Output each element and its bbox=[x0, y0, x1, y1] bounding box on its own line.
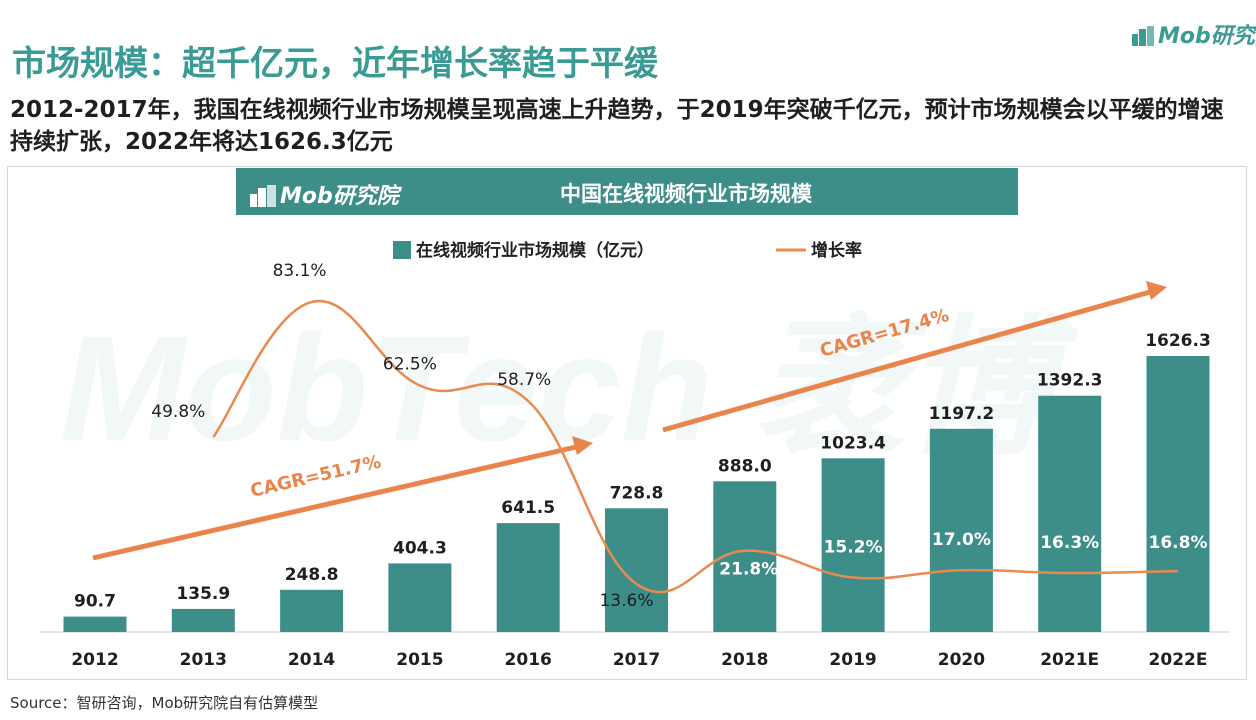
growth-rate-label: 17.0% bbox=[932, 530, 991, 550]
bar bbox=[929, 428, 993, 632]
x-tick-label: 2022E bbox=[1149, 650, 1208, 670]
bars-layer bbox=[63, 356, 1210, 632]
source-note: Source：智研咨询，Mob研究院自有估算模型 bbox=[10, 694, 319, 712]
bar-value-label: 888.0 bbox=[718, 456, 772, 476]
growth-rate-label: 13.6% bbox=[599, 591, 653, 611]
cagr-arrow-1 bbox=[92, 444, 577, 561]
growth-rate-label: 62.5% bbox=[383, 355, 437, 375]
bar bbox=[821, 458, 885, 632]
growth-rate-label: 58.7% bbox=[497, 370, 551, 390]
growth-rate-label: 83.1% bbox=[273, 261, 327, 281]
legend-bar-label: 在线视频行业市场规模（亿元） bbox=[416, 240, 654, 261]
bar-value-label: 1392.3 bbox=[1037, 371, 1103, 391]
growth-rate-label: 16.3% bbox=[1040, 533, 1099, 553]
brand-logo-text: Mob研究院 bbox=[1158, 24, 1256, 49]
x-tick-label: 2019 bbox=[829, 650, 876, 670]
bar bbox=[496, 523, 560, 632]
bar bbox=[63, 616, 127, 632]
banner-logo-text: Mob研究院 bbox=[280, 184, 399, 209]
bar-value-label: 1197.2 bbox=[929, 404, 995, 424]
growth-rate-line bbox=[212, 299, 1179, 594]
page-subtitle: 2012-2017年，我国在线视频行业市场规模呈现高速上升趋势，于2019年突破… bbox=[10, 97, 1224, 155]
cagr-arrow-2 bbox=[662, 289, 1151, 433]
bar bbox=[605, 508, 668, 632]
bar-value-label: 90.7 bbox=[74, 592, 116, 612]
cagr-arrow-1-head bbox=[572, 436, 593, 455]
bar bbox=[388, 563, 452, 632]
x-tick-label: 2012 bbox=[71, 650, 118, 670]
bar bbox=[1146, 356, 1210, 632]
legend-line-label: 增长率 bbox=[811, 240, 862, 261]
legend-bar-swatch bbox=[393, 241, 411, 259]
x-tick-label: 2017 bbox=[613, 650, 660, 670]
bar-value-label: 1626.3 bbox=[1145, 331, 1211, 351]
bar-value-label: 135.9 bbox=[176, 584, 230, 604]
brand-logo: Mob研究院 bbox=[1132, 18, 1256, 50]
chart-title: 中国在线视频行业市场规模 bbox=[560, 182, 812, 206]
chart-frame bbox=[7, 166, 1247, 680]
labels-layer: 90.7 2012 135.9 2013 248.8 2014 404.3 2015 641.5… bbox=[71, 261, 1210, 670]
watermark: MobTech 袤博 bbox=[60, 304, 1079, 472]
bar-value-label: 1023.4 bbox=[820, 433, 886, 453]
bar bbox=[280, 589, 344, 632]
growth-rate-label: 21.8% bbox=[719, 560, 778, 580]
bar-value-label: 641.5 bbox=[501, 498, 555, 518]
x-tick-label: 2015 bbox=[396, 650, 443, 670]
page-title: 市场规模：超千亿元，近年增长率趋于平缓 bbox=[12, 44, 658, 84]
growth-rate-label: 16.8% bbox=[1149, 533, 1208, 553]
cagr-arrow-2-head bbox=[1146, 281, 1167, 300]
growth-rate-label: 15.2% bbox=[824, 538, 883, 558]
building-logo-icon bbox=[250, 185, 276, 207]
x-tick-label: 2014 bbox=[288, 650, 335, 670]
x-tick-label: 2021E bbox=[1040, 650, 1099, 670]
bar-value-label: 404.3 bbox=[393, 538, 447, 558]
x-tick-label: 2020 bbox=[938, 650, 985, 670]
building-logo-icon bbox=[1132, 26, 1154, 46]
chart-legend: 在线视频行业市场规模（亿元） 增长率 bbox=[393, 240, 862, 261]
x-tick-label: 2016 bbox=[505, 650, 552, 670]
bar bbox=[171, 608, 235, 632]
bar-value-label: 248.8 bbox=[285, 565, 339, 585]
bar bbox=[1038, 395, 1102, 632]
bar-value-label: 728.8 bbox=[610, 483, 664, 503]
banner-logo: Mob研究院 bbox=[250, 178, 399, 210]
growth-line-layer bbox=[212, 299, 1179, 594]
growth-rate-label: 49.8% bbox=[151, 402, 205, 422]
x-tick-label: 2018 bbox=[721, 650, 768, 670]
x-tick-label: 2013 bbox=[180, 650, 227, 670]
chart-banner: Mob研究院 中国在线视频行业市场规模 bbox=[236, 168, 1018, 215]
